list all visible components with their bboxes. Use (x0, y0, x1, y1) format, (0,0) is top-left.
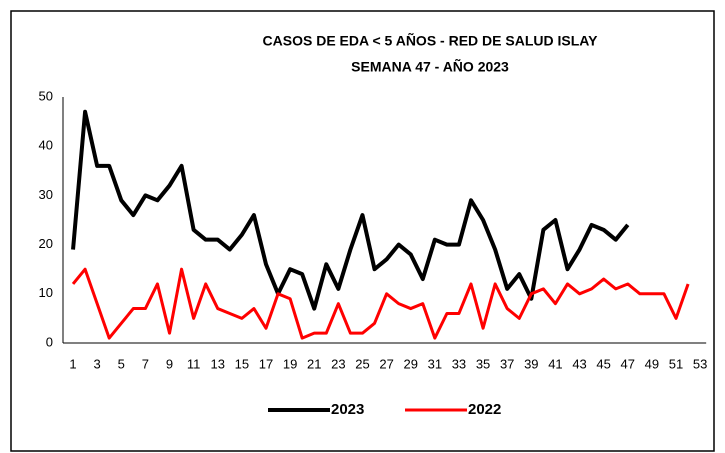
x-tick-label: 27 (379, 356, 393, 371)
x-tick-label: 23 (331, 356, 345, 371)
x-tick-label: 21 (307, 356, 321, 371)
y-tick-label: 50 (39, 88, 53, 103)
x-tick-label: 41 (548, 356, 562, 371)
x-tick-label: 1 (69, 356, 76, 371)
x-tick-label: 47 (621, 356, 635, 371)
chart-subtitle: SEMANA 47 - AÑO 2023 (351, 58, 509, 75)
x-tick-label: 25 (355, 356, 369, 371)
y-tick-label: 10 (39, 285, 53, 300)
x-tick-label: 5 (118, 356, 125, 371)
x-tick-label: 45 (596, 356, 610, 371)
legend-label: 2023 (331, 401, 364, 418)
y-tick-label: 40 (39, 138, 53, 153)
x-tick-label: 11 (187, 356, 201, 371)
x-tick-label: 7 (142, 356, 149, 371)
x-tick-label: 17 (259, 356, 273, 371)
x-tick-label: 51 (669, 356, 683, 371)
x-tick-label: 13 (211, 356, 225, 371)
y-tick-label: 30 (39, 187, 53, 202)
chart-border (10, 10, 715, 452)
x-tick-label: 33 (452, 356, 466, 371)
y-tick-label: 20 (39, 236, 53, 251)
x-tick-label: 37 (500, 356, 514, 371)
x-tick-label: 43 (572, 356, 586, 371)
x-tick-label: 3 (94, 356, 101, 371)
x-tick-label: 19 (283, 356, 297, 371)
line-series (71, 109, 630, 311)
x-tick-label: 29 (403, 356, 417, 371)
x-tick-label: 35 (476, 356, 490, 371)
x-tick-label: 15 (235, 356, 249, 371)
x-tick-label: 31 (428, 356, 442, 371)
x-tick-label: 9 (166, 356, 173, 371)
legend-label: 2022 (468, 401, 501, 418)
x-tick-label: 39 (524, 356, 538, 371)
x-tick-label: 53 (693, 356, 707, 371)
y-tick-label: 0 (46, 334, 53, 349)
x-tick-label: 49 (645, 356, 659, 371)
chart-title: CASOS DE EDA < 5 AÑOS - RED DE SALUD ISL… (263, 32, 599, 49)
line-series (71, 267, 690, 340)
